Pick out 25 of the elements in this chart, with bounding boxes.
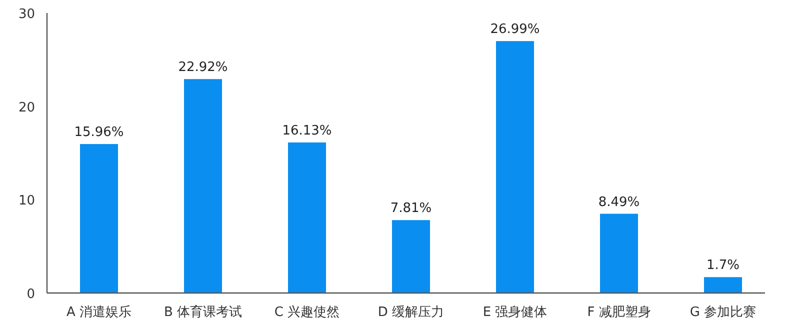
x-tick-label: B 体育课考试 — [164, 304, 242, 320]
bar — [184, 79, 222, 293]
x-tick-label: A 消遣娱乐 — [66, 305, 132, 320]
data-label: 15.96% — [74, 125, 124, 140]
y-tick-label: 10 — [18, 194, 35, 209]
y-tick-label: 20 — [18, 100, 35, 116]
data-label: 22.92% — [178, 60, 228, 76]
data-label: 7.81% — [390, 201, 432, 216]
bar — [392, 220, 430, 293]
y-tick-label: 30 — [18, 7, 35, 22]
bar — [704, 277, 742, 293]
data-label: 8.49% — [598, 194, 640, 210]
x-tick-label: C 兴趣使然 — [274, 305, 340, 320]
y-tick-label: 0 — [26, 287, 35, 302]
data-label: 1.7% — [706, 258, 740, 274]
bar — [496, 41, 534, 293]
bar — [288, 142, 326, 293]
bar — [80, 144, 118, 293]
x-tick-label: E 强身健体 — [482, 305, 548, 320]
x-tick-label: F 减肥塑身 — [587, 304, 651, 320]
bar — [600, 214, 638, 293]
x-tick-label: D 缓解压力 — [378, 305, 444, 320]
data-label: 26.99% — [490, 22, 540, 38]
data-label: 16.13% — [282, 123, 332, 138]
x-tick-label: G 参加比赛 — [690, 304, 756, 320]
